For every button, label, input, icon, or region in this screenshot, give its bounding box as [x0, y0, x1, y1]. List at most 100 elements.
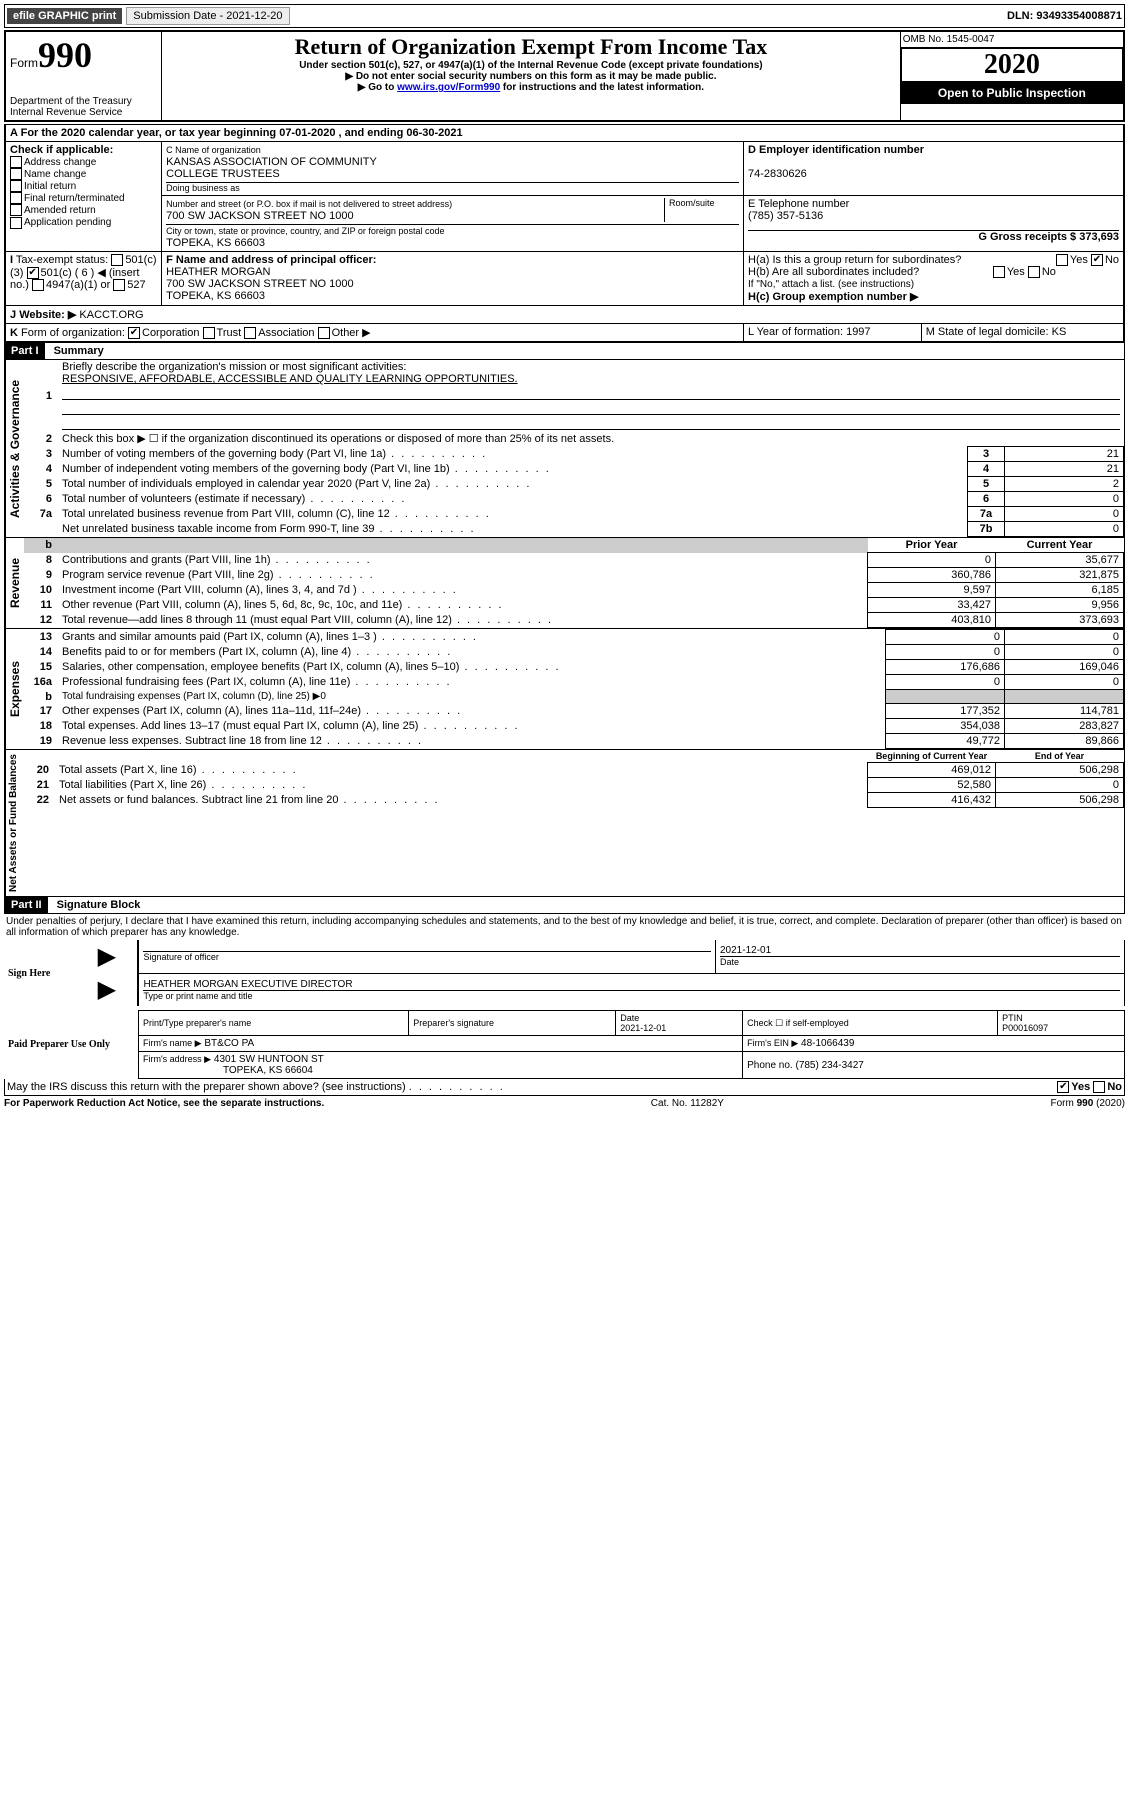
line2: Check this box ▶ ☐ if the organization d… — [58, 431, 1124, 447]
cb-527[interactable] — [113, 279, 125, 291]
col-current: Current Year — [996, 538, 1124, 553]
line-text: Program service revenue (Part VIII, line… — [58, 568, 868, 583]
instructions-link[interactable]: www.irs.gov/Form990 — [397, 82, 500, 93]
dln: DLN: 93493354008871 — [1007, 10, 1122, 22]
discuss-no[interactable] — [1093, 1081, 1105, 1093]
line-value: 0 — [1005, 507, 1124, 522]
cb-4947[interactable] — [32, 279, 44, 291]
line-text: Total liabilities (Part X, line 26) — [55, 778, 868, 793]
website: KACCT.ORG — [79, 309, 143, 321]
discuss-label: May the IRS discuss this return with the… — [7, 1081, 406, 1093]
sig-officer-label: Signature of officer — [143, 951, 711, 962]
firm-addr2: TOPEKA, KS 66604 — [223, 1065, 313, 1076]
cb-amended-return[interactable] — [10, 204, 22, 216]
dept: Department of the Treasury — [10, 96, 157, 107]
line-value: 2 — [1005, 477, 1124, 492]
discuss-yes[interactable]: ✔ — [1057, 1081, 1069, 1093]
line-text: Net unrelated business taxable income fr… — [58, 522, 968, 537]
officer-print-name: HEATHER MORGAN EXECUTIVE DIRECTOR — [143, 979, 352, 990]
hb-no[interactable] — [1028, 266, 1040, 278]
state-domicile: M State of legal domicile: KS — [921, 324, 1124, 343]
room-suite-label: Room/suite — [664, 198, 739, 222]
line-value: 0 — [1005, 492, 1124, 507]
prep-date: 2021-12-01 — [620, 1023, 666, 1033]
prior-value: 33,427 — [868, 598, 996, 613]
mission-text: RESPONSIVE, AFFORDABLE, ACCESSIBLE AND Q… — [62, 373, 518, 385]
cb-address-change[interactable] — [10, 156, 22, 168]
cb-other[interactable] — [318, 327, 330, 339]
line-value: 21 — [1005, 462, 1124, 477]
line-text: Other expenses (Part IX, column (A), lin… — [58, 704, 886, 719]
officer-addr: 700 SW JACKSON STREET NO 1000 — [166, 278, 353, 290]
subtitle2: ▶ Do not enter social security numbers o… — [166, 71, 896, 82]
omb: OMB No. 1545-0047 — [901, 32, 1123, 48]
street-address: 700 SW JACKSON STREET NO 1000 — [166, 210, 353, 222]
check-applicable-label: Check if applicable: — [10, 144, 113, 156]
print-name-label: Print/Type preparer's name — [138, 1011, 408, 1036]
cb-initial-return[interactable] — [10, 180, 22, 192]
hb-yes[interactable] — [993, 266, 1005, 278]
form-org-label: Form of organization: — [21, 327, 125, 339]
vlabel-ag: Activities & Governance — [5, 360, 24, 537]
current-value: 506,298 — [996, 763, 1124, 778]
officer-city: TOPEKA, KS 66603 — [166, 290, 265, 302]
cat-no: Cat. No. 11282Y — [651, 1098, 724, 1109]
subtitle3: ▶ Go to www.irs.gov/Form990 for instruct… — [166, 82, 896, 93]
part1-title: Summary — [48, 345, 104, 357]
cb-assoc[interactable] — [244, 327, 256, 339]
phone-label: E Telephone number — [748, 198, 849, 210]
prior-value: 0 — [886, 630, 1005, 645]
ha-no[interactable]: ✔ — [1091, 254, 1103, 266]
cb-501c[interactable]: ✔ — [27, 267, 39, 279]
current-value: 6,185 — [996, 583, 1124, 598]
org-name-1: KANSAS ASSOCIATION OF COMMUNITY — [166, 156, 377, 168]
prior-value: 0 — [886, 675, 1005, 690]
line-text: Contributions and grants (Part VIII, lin… — [58, 553, 868, 568]
cb-trust[interactable] — [203, 327, 215, 339]
prior-value: 49,772 — [886, 734, 1005, 749]
calendar-year-line: A For the 2020 calendar year, or tax yea… — [5, 125, 1124, 142]
line-text: Other revenue (Part VIII, column (A), li… — [58, 598, 868, 613]
ha: H(a) Is this a group return for subordin… — [748, 254, 961, 266]
hc: H(c) Group exemption number ▶ — [748, 291, 918, 303]
cb-application-pending[interactable] — [10, 217, 22, 229]
subtitle1: Under section 501(c), 527, or 4947(a)(1)… — [166, 60, 896, 71]
form-prefix: Form — [10, 56, 38, 70]
return-title: Return of Organization Exempt From Incom… — [166, 34, 896, 60]
prior-value: 0 — [886, 645, 1005, 660]
header-table: Form990 Department of the Treasury Inter… — [4, 30, 1125, 122]
current-value: 9,956 — [996, 598, 1124, 613]
hnote: If "No," attach a list. (see instruction… — [748, 279, 914, 290]
cb-name-change[interactable] — [10, 168, 22, 180]
line-text: Number of independent voting members of … — [58, 462, 968, 477]
form-number: 990 — [38, 35, 92, 75]
current-value: 283,827 — [1005, 719, 1124, 734]
cb-final-return-terminated[interactable] — [10, 192, 22, 204]
ein: 74-2830626 — [748, 168, 807, 180]
firm-name: BT&CO PA — [204, 1038, 254, 1049]
form-footer: Form 990 (2020) — [1051, 1098, 1125, 1109]
year-formation: L Year of formation: 1997 — [744, 324, 922, 343]
self-employed: Check ☐ if self-employed — [743, 1011, 998, 1036]
prep-sig-label: Preparer's signature — [409, 1011, 616, 1036]
current-value: 0 — [1005, 645, 1124, 660]
prior-value: 52,580 — [868, 778, 996, 793]
efile-button[interactable]: efile GRAPHIC print — [7, 8, 122, 24]
irs: Internal Revenue Service — [10, 107, 157, 118]
cb-501c3[interactable] — [111, 254, 123, 266]
current-value: 0 — [1005, 675, 1124, 690]
current-value: 506,298 — [996, 793, 1124, 808]
prior-value: 177,352 — [886, 704, 1005, 719]
cb-corp[interactable]: ✔ — [128, 327, 140, 339]
prior-value: 469,012 — [868, 763, 996, 778]
vlabel-net: Net Assets or Fund Balances — [5, 750, 21, 896]
hb: H(b) Are all subordinates included? — [748, 266, 919, 278]
ha-yes[interactable] — [1056, 254, 1068, 266]
ptin: P00016097 — [1002, 1023, 1048, 1033]
line-text: Total expenses. Add lines 13–17 (must eq… — [58, 719, 886, 734]
prior-value: 9,597 — [868, 583, 996, 598]
line-text: Total number of volunteers (estimate if … — [58, 492, 968, 507]
firm-phone: Phone no. (785) 234-3427 — [743, 1052, 1125, 1079]
line-text: Total number of individuals employed in … — [58, 477, 968, 492]
prior-value: 360,786 — [868, 568, 996, 583]
